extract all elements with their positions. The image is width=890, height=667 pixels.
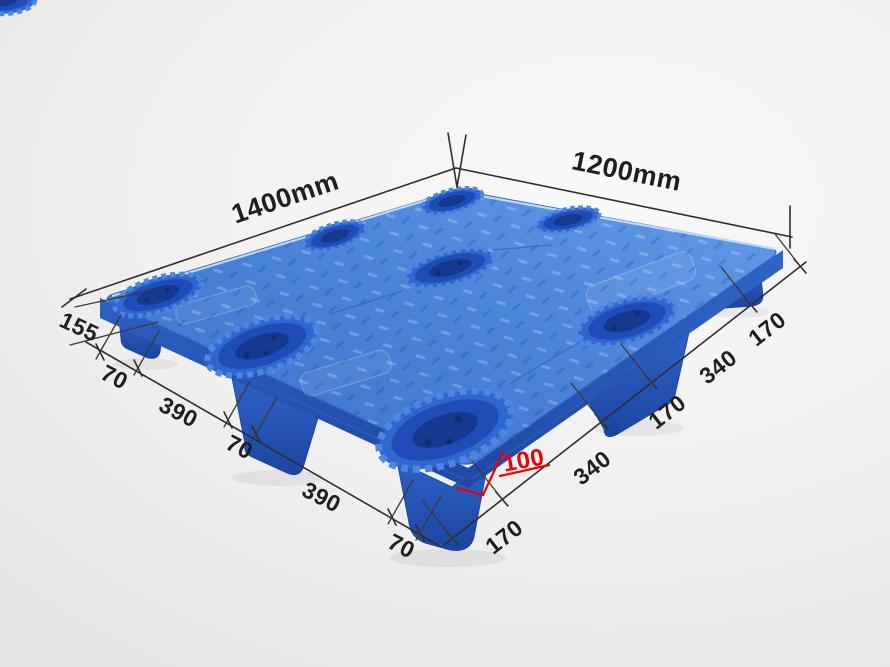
deck-groove xyxy=(509,337,587,385)
tick xyxy=(456,134,467,188)
deck-patch xyxy=(300,349,392,397)
dimension-label-length: 1400mm xyxy=(228,165,343,229)
tick xyxy=(61,288,87,308)
recess-west-corner xyxy=(112,271,204,319)
recess-east-corner xyxy=(0,0,38,17)
right-run-label-1: 340 xyxy=(568,445,615,490)
recess-southeast-middle xyxy=(575,293,679,349)
recess-south-corner xyxy=(375,387,515,473)
right-run-label-3: 340 xyxy=(694,344,741,389)
recess-center xyxy=(403,246,497,290)
foot-southeast-middle xyxy=(585,327,691,437)
foot-southwest-middle xyxy=(231,377,319,476)
dimension-label-height: 155 xyxy=(56,307,103,347)
dimension-label-width: 1200mm xyxy=(569,145,684,197)
deck-top-texture xyxy=(107,191,776,465)
recess-southwest-middle xyxy=(204,313,320,379)
recess-northwest-middle xyxy=(302,219,368,253)
left-run-label-1: 390 xyxy=(155,391,202,432)
recess-north-corner xyxy=(419,185,485,217)
dimension-label-foot-width: 100 xyxy=(501,444,547,478)
deck-groove xyxy=(491,244,553,251)
deck-groove xyxy=(329,290,403,315)
deck-patch xyxy=(175,285,257,325)
recess-northeast-middle xyxy=(534,205,602,235)
tick xyxy=(447,132,458,188)
pallet-recesses xyxy=(0,0,679,473)
deck-top xyxy=(106,191,777,465)
